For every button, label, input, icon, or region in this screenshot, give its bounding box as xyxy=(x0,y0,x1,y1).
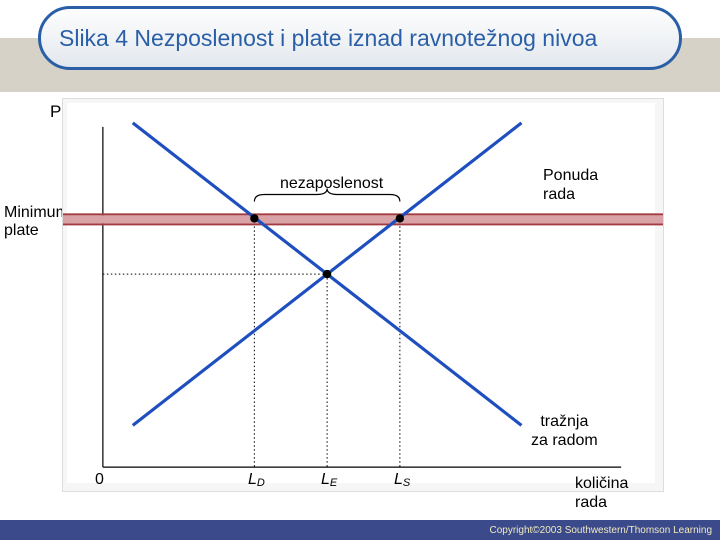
title-pill: Slika 4 Nezposlenost i plate iznad ravno… xyxy=(38,6,682,70)
le-label: LE xyxy=(321,471,337,490)
ls-label: LS xyxy=(394,471,410,490)
copyright-text: Copyright©2003 Southwestern/Thomson Lear… xyxy=(490,525,713,536)
origin-label: 0 xyxy=(95,471,104,489)
min-wage-label: Minimum plate xyxy=(4,204,69,241)
chart-area: nezaposlenost Ponuda rada tražnja za rad… xyxy=(62,98,664,492)
footer-bar: Copyright©2003 Southwestern/Thomson Lear… xyxy=(0,520,720,540)
x-axis-label: količina rada xyxy=(575,457,628,512)
demand-label: tražnja za radom xyxy=(531,395,598,450)
slide-title: Slika 4 Nezposlenost i plate iznad ravno… xyxy=(59,25,597,51)
ld-label: LD xyxy=(248,471,265,490)
unemployment-label: nezaposlenost xyxy=(280,175,383,193)
min-wage-text: Minimum plate xyxy=(4,204,69,239)
supply-label: Ponuda rada xyxy=(543,149,598,204)
